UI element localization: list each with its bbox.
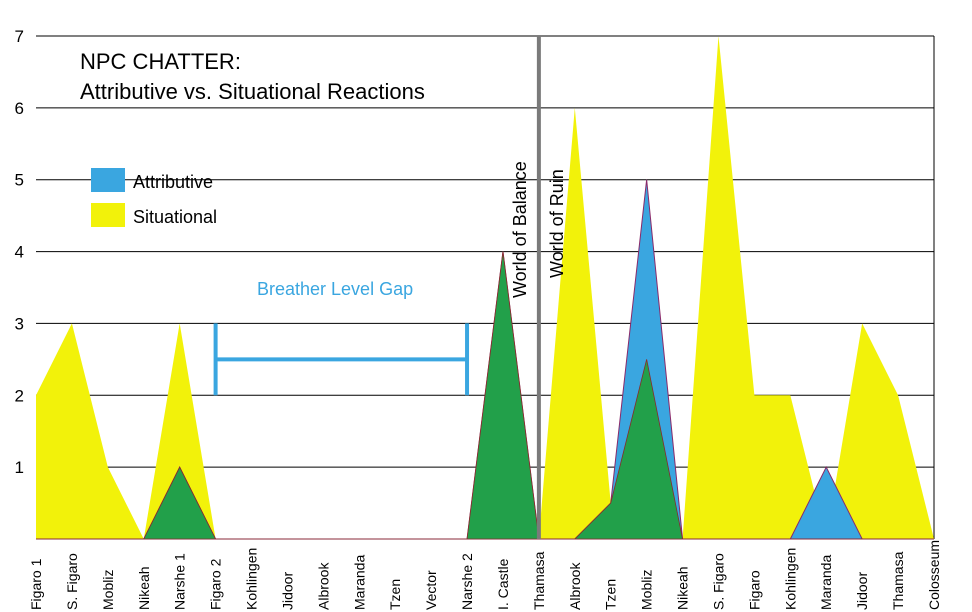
x-tick-label-7: Jidoor (279, 572, 295, 610)
x-tick-label-24: Thamasa (890, 551, 906, 610)
x-tick-label-13: I. Castle (495, 558, 511, 610)
annotations (213, 36, 541, 539)
y-tick-label-5: 5 (15, 171, 24, 190)
x-tick-label-17: Mobliz (639, 570, 655, 610)
x-tick-label-3: Nikeah (136, 566, 152, 610)
x-tick-label-12: Narshe 2 (459, 553, 475, 610)
x-tick-label-5: Figaro 2 (208, 558, 224, 610)
x-tick-label-4: Narshe 1 (172, 553, 188, 610)
x-tick-label-8: Albrook (315, 562, 331, 610)
x-tick-label-16: Tzen (603, 579, 619, 610)
x-tick-label-15: Albrook (567, 562, 583, 610)
legend-swatch-situational (91, 203, 125, 227)
legend: Attributive Situational (91, 168, 217, 227)
y-tick-label-7: 7 (15, 27, 24, 46)
x-tick-label-20: Figaro (746, 570, 762, 610)
world-of-ruin-label: World of Ruin (547, 169, 567, 278)
legend-label-attributive: Attributive (133, 172, 213, 192)
series-situational-area (36, 36, 934, 539)
x-tick-label-22: Maranda (818, 555, 834, 610)
x-tick-label-21: Kohlingen (782, 548, 798, 610)
x-tick-label-11: Vector (423, 570, 439, 610)
y-tick-label-3: 3 (15, 314, 24, 333)
x-tick-label-25: Colosseum (926, 540, 942, 610)
x-axis-ticks: Figaro 1 S. Figaro Mobliz Nikeah Narshe 1 Fig… (28, 540, 942, 610)
breather-gap-label: Breather Level Gap (257, 279, 413, 299)
y-tick-label-4: 4 (15, 243, 24, 262)
x-tick-label-9: Maranda (351, 555, 367, 610)
x-tick-label-6: Kohlingen (244, 548, 260, 610)
y-tick-label-6: 6 (15, 99, 24, 118)
y-tick-label-1: 1 (15, 458, 24, 477)
x-tick-label-2: Mobliz (100, 570, 116, 610)
y-axis-ticks: 1 2 3 4 5 6 7 (15, 27, 24, 477)
overlap-area (36, 251, 934, 540)
x-tick-label-19: S. Figaro (710, 553, 726, 610)
legend-swatch-attributive (91, 168, 125, 192)
x-tick-label-18: Nikeah (675, 566, 691, 610)
y-tick-label-2: 2 (15, 386, 24, 405)
chart-title-line-1: NPC CHATTER: (80, 49, 241, 74)
x-tick-label-23: Jidoor (854, 572, 870, 610)
x-tick-label-1: S. Figaro (64, 553, 80, 610)
x-tick-label-14: Thamasa (531, 551, 547, 610)
x-tick-label-0: Figaro 1 (28, 558, 44, 610)
world-of-balance-label: World of Balance (510, 161, 530, 298)
x-tick-label-10: Tzen (387, 579, 403, 610)
legend-label-situational: Situational (133, 207, 217, 227)
chart-title-line-2: Attributive vs. Situational Reactions (80, 79, 425, 104)
plot-areas (36, 36, 934, 540)
